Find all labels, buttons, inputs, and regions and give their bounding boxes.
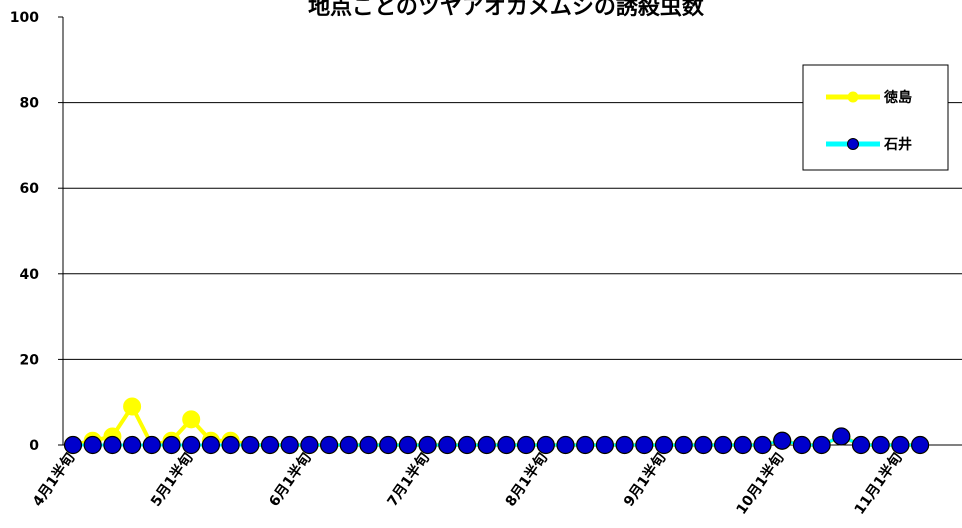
series-1-point-43: [910, 435, 930, 455]
y-tick-label-100: 100: [10, 10, 39, 26]
series-0-point-6: [182, 410, 201, 429]
series-1-point-2: [103, 435, 122, 455]
x-tick-label-2: 6月1半旬: [265, 450, 314, 510]
series-1-point-5: [162, 435, 181, 455]
series-1-point-26: [576, 435, 595, 455]
y-tick-label-20: 20: [20, 352, 40, 368]
legend-box: [802, 64, 949, 171]
series-1-point-32: [694, 435, 713, 455]
y-tick-label-0: 0: [29, 438, 39, 454]
legend: 徳島 石井: [802, 64, 949, 171]
series-1-point-25: [556, 435, 575, 455]
series-1-point-15: [359, 435, 378, 455]
series-1-point-28: [615, 435, 634, 455]
series-1-point-3: [123, 435, 142, 455]
y-tick-label-80: 80: [20, 96, 40, 112]
x-tick-label-7: 11月1半旬: [851, 450, 906, 518]
series-1-point-24: [536, 435, 555, 455]
series-1-point-21: [477, 435, 496, 455]
series-1-point-0: [63, 435, 83, 455]
x-tick-label-5: 9月1半旬: [620, 450, 669, 510]
series-1-point-12: [300, 435, 319, 455]
series-1-point-18: [418, 435, 437, 455]
series-1-point-37: [792, 435, 812, 455]
series-1-point-19: [438, 435, 457, 455]
x-axis-ticks: 4月1半旬 5月1半旬 6月1半旬 7月1半旬 8月1半旬 9月1半旬 10月1半旬 11月1…: [29, 445, 906, 518]
series-1-point-39: [832, 427, 851, 446]
series-1-point-42: [891, 435, 910, 455]
legend-label-tokushima: 徳島: [883, 89, 912, 106]
chart-title: 地点ごとのツヤアオカメムシの誘殺虫数: [308, 0, 705, 20]
series-0-point-3: [123, 397, 142, 416]
series-1-point-35: [753, 435, 772, 455]
x-tick-label-4: 8月1半旬: [502, 450, 551, 510]
series-1-point-14: [339, 435, 358, 455]
series-1-point-1: [83, 435, 102, 455]
series-1-point-7: [201, 435, 220, 455]
series-1-point-17: [398, 435, 417, 455]
legend-marker-ishii: [847, 138, 859, 150]
series-1-point-33: [713, 435, 733, 455]
y-axis-ticks: 0 20 40 60 80 100: [10, 10, 63, 454]
legend-label-ishii: 石井: [883, 136, 912, 153]
y-tick-label-40: 40: [20, 267, 40, 283]
series-line-0: [72, 404, 921, 447]
series-1-point-13: [320, 435, 339, 455]
series-1-point-38: [812, 435, 831, 455]
series-1-point-9: [241, 435, 260, 455]
series-1-point-40: [851, 435, 871, 455]
series-1-point-4: [142, 435, 161, 455]
series-1-point-16: [379, 435, 398, 455]
series-1-point-8: [221, 435, 240, 455]
series-1-point-6: [182, 435, 201, 455]
series-1-point-20: [457, 435, 477, 455]
series-1-point-11: [280, 435, 299, 455]
series-1-point-23: [516, 435, 536, 455]
series-1-point-27: [595, 435, 615, 455]
series-1-point-41: [871, 435, 890, 455]
series-1-point-22: [497, 435, 516, 455]
y-tick-label-60: 60: [20, 181, 40, 197]
series-1-point-34: [733, 435, 752, 455]
series-1-point-10: [260, 435, 280, 455]
series-1-point-31: [674, 435, 693, 455]
series-1-point-29: [635, 435, 654, 455]
legend-marker-tokushima: [847, 91, 859, 103]
series-layer: [63, 397, 930, 455]
x-tick-label-1: 5月1半旬: [147, 450, 196, 510]
x-tick-label-0: 4月1半旬: [29, 450, 78, 510]
x-tick-label-6: 10月1半旬: [733, 450, 788, 518]
series-1-point-36: [773, 431, 792, 450]
x-tick-label-3: 7月1半旬: [384, 450, 433, 510]
series-1-point-30: [654, 435, 674, 455]
